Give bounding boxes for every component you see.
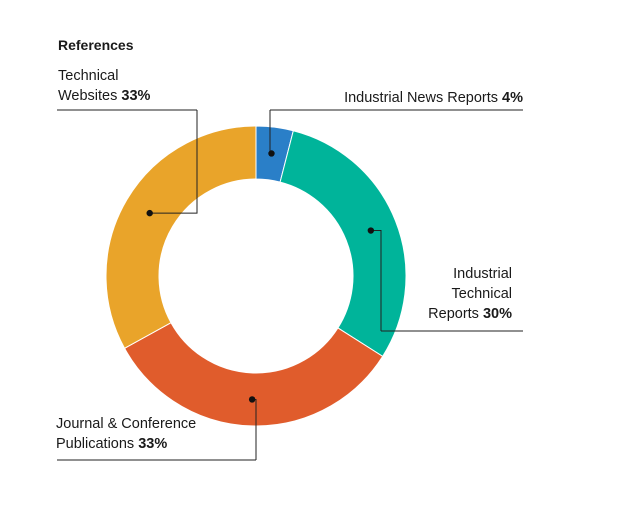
callout-leader-lines (57, 109, 523, 461)
callout-industrial-news-reports: Industrial News Reports 4% (344, 88, 523, 108)
leader-line-technical-websites (149, 110, 198, 214)
slice-value-label: 33% (138, 436, 168, 452)
leader-dot-industrial-technical-reports (367, 227, 375, 234)
leader-dot-journal-and-conference-publications (248, 396, 256, 403)
callout-industrial-technical-reports: Industrial Technical Reports 30% (428, 264, 512, 324)
slice-value-label: 30% (482, 306, 512, 322)
slice-label-line: Journal & Conference (56, 416, 197, 432)
donut-slice-technical-websites (105, 125, 257, 349)
slice-label: Industrial News Reports (344, 90, 498, 106)
leader-line-industrial-technical-reports (370, 230, 382, 331)
donut-slice-journal-and-conference-publications (123, 322, 384, 427)
callout-technical-websites: Technical Websites 33% (58, 66, 150, 106)
donut-slice-industrial-technical-reports (279, 130, 407, 358)
slice-label-line: Websites (58, 88, 118, 104)
slice-label-line: Technical (58, 68, 119, 84)
slice-label-line: Reports (428, 306, 479, 322)
slice-label-line: Publications (56, 436, 135, 452)
chart-title: References (58, 37, 134, 53)
donut-slices (105, 125, 407, 427)
slice-value-label: 4% (502, 90, 523, 106)
slice-value-label: 33% (121, 88, 151, 104)
leader-dot-industrial-news-reports (268, 150, 275, 157)
slice-label-line: Technical (451, 286, 512, 302)
slice-label-line: Industrial (453, 266, 512, 282)
leader-dot-technical-websites (146, 209, 153, 217)
callout-journal-conference-publications: Journal & Conference Publications 33% (56, 414, 196, 454)
